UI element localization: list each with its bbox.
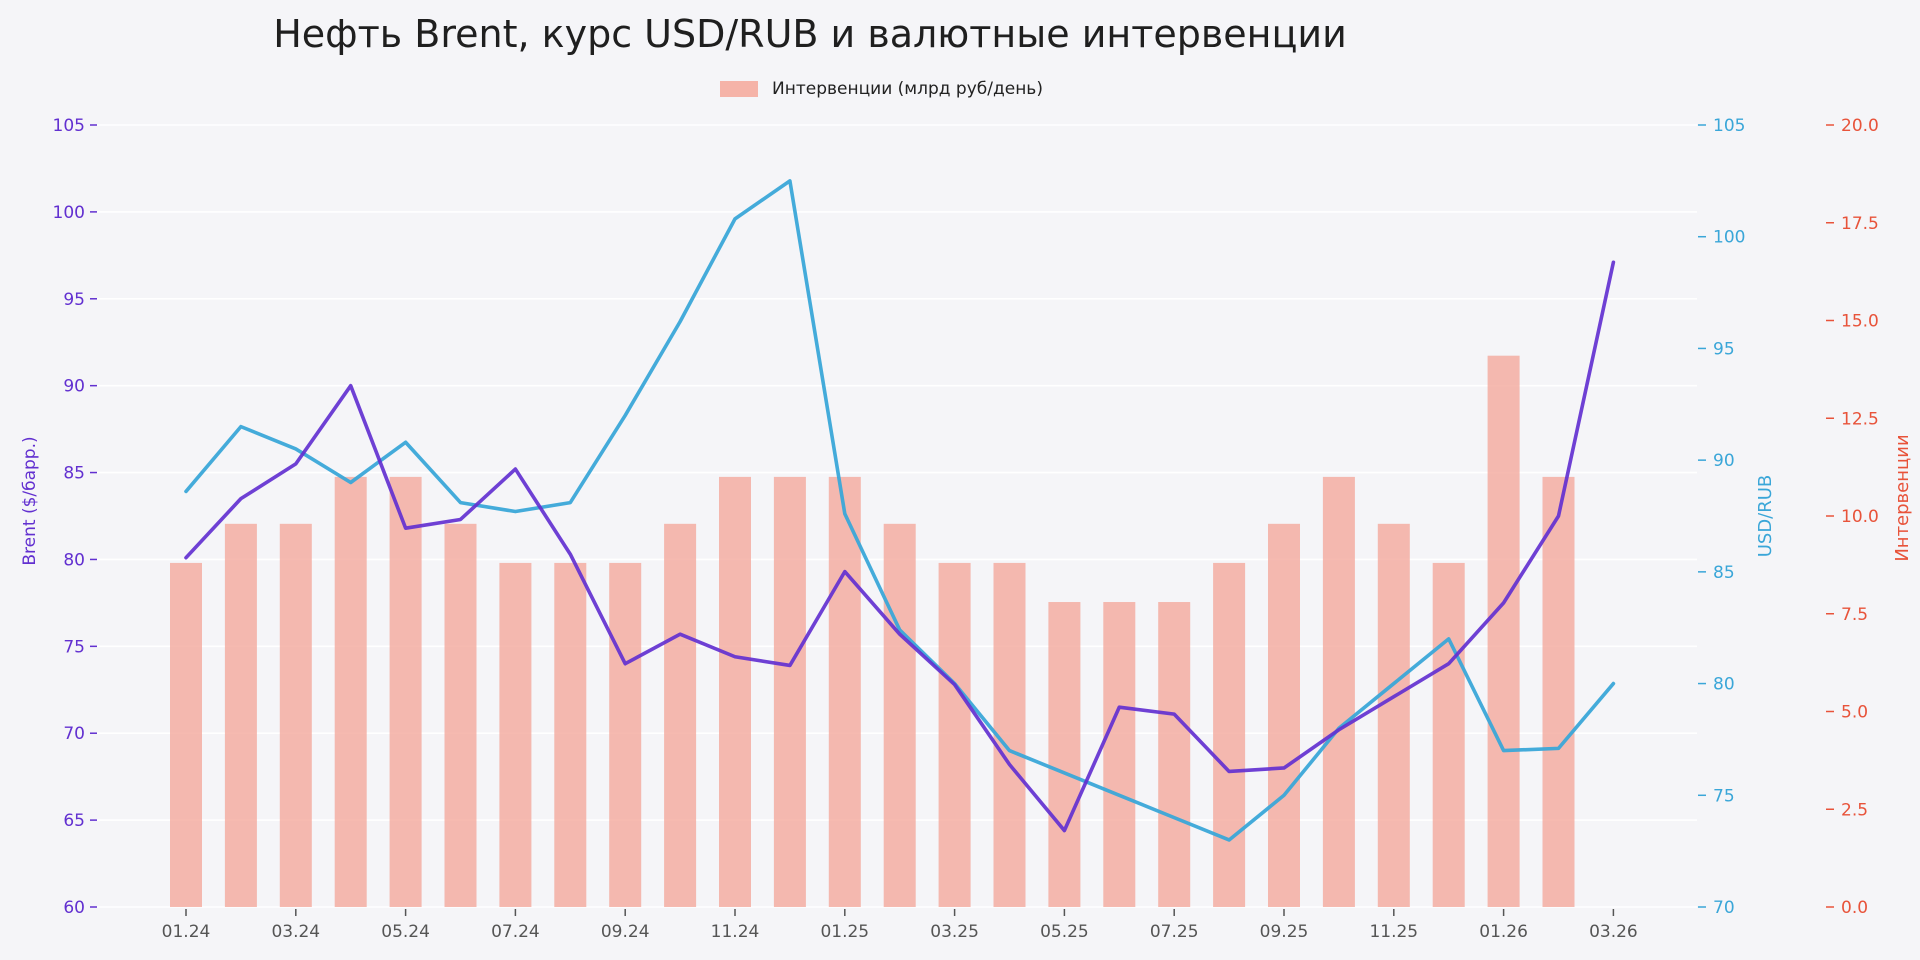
bar-interventions bbox=[1377, 523, 1410, 907]
bar-interventions bbox=[1158, 602, 1191, 907]
bar-interventions bbox=[334, 476, 367, 907]
right2-axis-tick-label: 12.5 bbox=[1841, 409, 1879, 429]
left-axis-tick-label: 105 bbox=[53, 116, 85, 136]
left-axis-tick-label: 65 bbox=[63, 811, 85, 831]
x-axis-tick-label: 01.26 bbox=[1479, 922, 1528, 942]
bar-interventions bbox=[1268, 523, 1300, 907]
right2-axis-tick-label: 0.0 bbox=[1841, 898, 1868, 918]
x-axis-tick-label: 11.24 bbox=[711, 922, 760, 942]
x-axis-tick-label: 03.25 bbox=[930, 922, 979, 942]
left-axis-tick-label: 70 bbox=[63, 724, 85, 744]
bar-interventions bbox=[773, 476, 806, 907]
line-brent bbox=[184, 260, 1616, 833]
left-axis-label: Brent ($/барр.) bbox=[20, 436, 40, 565]
right1-axis-tick-label: 75 bbox=[1713, 786, 1735, 806]
right1-axis-tick-label: 85 bbox=[1713, 563, 1735, 583]
bar-interventions bbox=[170, 562, 202, 907]
x-axis-tick-label: 07.24 bbox=[491, 922, 540, 942]
bar-interventions bbox=[609, 562, 642, 907]
x-axis-tick-label: 07.25 bbox=[1150, 922, 1199, 942]
x-axis-tick-label: 09.24 bbox=[601, 922, 650, 942]
right2-axis-tick-label: 15.0 bbox=[1841, 312, 1879, 332]
right1-axis-tick-label: 95 bbox=[1713, 339, 1735, 359]
x-axis-tick-label: 01.24 bbox=[162, 922, 211, 942]
right1-axis-tick-label: 90 bbox=[1713, 451, 1735, 471]
right1-axis-label: USD/RUB bbox=[1755, 475, 1776, 558]
bar-interventions bbox=[1322, 476, 1355, 907]
legend-swatch-interventions bbox=[720, 81, 758, 97]
x-axis-tick-label: 11.25 bbox=[1369, 922, 1418, 942]
right1-axis-tick-label: 100 bbox=[1713, 228, 1745, 248]
bar-interventions bbox=[444, 523, 477, 907]
x-axis-tick-label: 05.25 bbox=[1040, 922, 1089, 942]
x-axis-tick-label: 05.24 bbox=[381, 922, 430, 942]
x-axis-tick-label: 01.25 bbox=[820, 922, 869, 942]
right2-axis-tick-label: 7.5 bbox=[1841, 605, 1868, 625]
bar-interventions bbox=[828, 476, 861, 907]
bar-interventions bbox=[1542, 476, 1575, 907]
bar-interventions bbox=[664, 523, 697, 907]
bar-interventions bbox=[554, 562, 587, 907]
bar-interventions bbox=[1213, 562, 1246, 907]
legend: Интервенции (млрд руб/день) bbox=[720, 78, 1043, 100]
right2-axis-tick-label: 20.0 bbox=[1841, 116, 1879, 136]
x-axis-tick-label: 03.26 bbox=[1589, 922, 1638, 942]
bar-interventions bbox=[1487, 355, 1520, 907]
bar-interventions bbox=[224, 523, 257, 907]
right1-axis-tick-label: 105 bbox=[1713, 116, 1745, 136]
x-axis-tick-label: 09.25 bbox=[1260, 922, 1309, 942]
x-axis-tick-label: 03.24 bbox=[271, 922, 320, 942]
left-axis-tick-label: 60 bbox=[63, 898, 85, 918]
right2-axis-tick-label: 2.5 bbox=[1841, 800, 1868, 820]
legend-label-interventions: Интервенции (млрд руб/день) bbox=[772, 79, 1043, 99]
left-axis-tick-label: 95 bbox=[63, 290, 85, 310]
bar-interventions bbox=[883, 523, 916, 907]
bar-interventions bbox=[719, 476, 751, 907]
chart-title: Нефть Brent, курс USD/RUB и валютные инт… bbox=[273, 12, 1347, 56]
bar-interventions bbox=[279, 523, 312, 907]
bar-interventions bbox=[1103, 602, 1136, 907]
bar-interventions bbox=[499, 562, 532, 907]
right1-axis-tick-label: 80 bbox=[1713, 675, 1735, 695]
bar-interventions bbox=[389, 476, 422, 907]
left-axis-tick-label: 100 bbox=[53, 203, 85, 223]
bar-interventions bbox=[1432, 562, 1465, 907]
right2-axis-tick-label: 5.0 bbox=[1841, 703, 1868, 723]
right2-axis-label: Интервенции bbox=[1892, 434, 1913, 561]
line-usd-rub bbox=[184, 179, 1616, 842]
right1-axis-tick-label: 70 bbox=[1713, 898, 1735, 918]
left-axis-tick-label: 85 bbox=[63, 464, 85, 484]
left-axis-tick-label: 75 bbox=[63, 637, 85, 657]
left-axis-tick-label: 90 bbox=[63, 377, 85, 397]
bar-interventions bbox=[1048, 602, 1081, 907]
bar-interventions bbox=[938, 562, 971, 907]
right2-axis-tick-label: 10.0 bbox=[1841, 507, 1879, 527]
left-axis-tick-label: 80 bbox=[63, 550, 85, 570]
right2-axis-tick-label: 17.5 bbox=[1841, 214, 1879, 234]
